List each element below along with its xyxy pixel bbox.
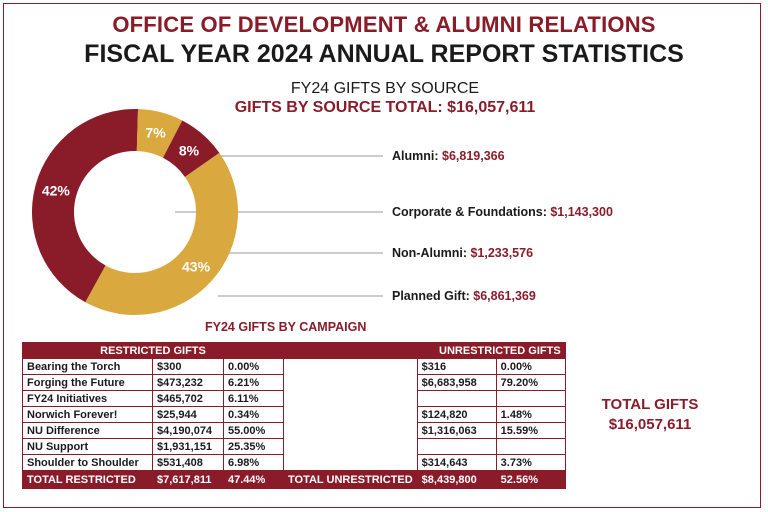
total-unrestricted-label: TOTAL UNRESTRICTED bbox=[283, 470, 418, 489]
donut-slice bbox=[85, 152, 239, 315]
campaign-name: NU Difference bbox=[22, 422, 153, 439]
restricted-amount: $4,190,074 bbox=[152, 422, 224, 439]
table-row: NU Difference $4,190,074 55.00% $1,316,063 1… bbox=[22, 422, 566, 439]
page-border bbox=[3, 3, 761, 508]
total-restricted-pct: 47.44% bbox=[223, 470, 284, 489]
slice-name: Alumni: bbox=[392, 149, 439, 163]
total-unrestricted-amount: $8,439,800 bbox=[416, 470, 497, 489]
unrestricted-pct: 0.00% bbox=[495, 358, 566, 375]
table-row: Forging the Future $473,232 6.21% $6,683,95… bbox=[22, 374, 566, 391]
chart-title: FY24 GIFTS BY SOURCE bbox=[290, 80, 480, 97]
campaign-table: RESTRICTED GIFTS UNRESTRICTED GIFTS Bear… bbox=[22, 342, 566, 489]
slice-percent-label: 7% bbox=[145, 125, 166, 141]
unrestricted-amount: $6,683,958 bbox=[416, 374, 497, 391]
spacer-cell bbox=[283, 438, 418, 455]
restricted-pct: 6.11% bbox=[223, 390, 284, 407]
slice-value: $1,233,576 bbox=[470, 246, 534, 260]
slice-label-non-alumni: Non-Alumni: $1,233,576 bbox=[392, 246, 533, 260]
restricted-amount: $1,931,151 bbox=[152, 438, 224, 455]
slice-value: $6,861,369 bbox=[473, 289, 536, 303]
slice-percent-label: 43% bbox=[182, 259, 211, 275]
table-row: Shoulder to Shoulder $531,408 6.98% $314,64… bbox=[22, 454, 566, 471]
unrestricted-amount: $314,643 bbox=[416, 454, 497, 471]
campaign-name: Forging the Future bbox=[22, 374, 153, 391]
donut-slice bbox=[136, 109, 183, 158]
donut-slice bbox=[162, 120, 220, 177]
restricted-amount: $531,408 bbox=[152, 454, 224, 471]
spacer-cell bbox=[283, 406, 418, 423]
office-title: OFFICE OF DEVELOPMENT & ALUMNI RELATIONS bbox=[112, 12, 656, 37]
chart-subtitle: GIFTS BY SOURCE TOTAL: $16,057,611 bbox=[234, 99, 536, 116]
total-gifts-label: TOTAL GIFTS bbox=[601, 396, 699, 413]
unrestricted-amount bbox=[416, 438, 497, 455]
table-row: FY24 Initiatives $465,702 6.11% bbox=[22, 390, 566, 407]
restricted-amount: $300 bbox=[152, 358, 224, 375]
table-row: Bearing the Torch $300 0.00% $316 0.00% bbox=[22, 358, 566, 375]
restricted-amount: $25,944 bbox=[152, 406, 224, 423]
table-row: NU Support $1,931,151 25.35% bbox=[22, 438, 566, 455]
unrestricted-amount: $1,316,063 bbox=[416, 422, 497, 439]
unrestricted-pct: 15.59% bbox=[495, 422, 566, 439]
total-restricted-amount: $7,617,811 bbox=[152, 470, 224, 489]
slice-percent-label: 8% bbox=[179, 142, 200, 158]
spacer-cell bbox=[283, 390, 418, 407]
slice-label-planned: Planned Gift: $6,861,369 bbox=[392, 289, 536, 303]
restricted-pct: 6.21% bbox=[223, 374, 284, 391]
unrestricted-amount: $124,820 bbox=[416, 406, 497, 423]
slice-percent-label: 42% bbox=[42, 182, 71, 198]
restricted-header: RESTRICTED GIFTS bbox=[22, 342, 284, 359]
slice-name: Planned Gift: bbox=[392, 289, 470, 303]
campaign-title: FY24 GIFTS BY CAMPAIGN bbox=[205, 320, 367, 334]
campaign-name: Norwich Forever! bbox=[22, 406, 153, 423]
campaign-name: Bearing the Torch bbox=[22, 358, 153, 375]
unrestricted-amount: $316 bbox=[416, 358, 497, 375]
restricted-amount: $465,702 bbox=[152, 390, 224, 407]
spacer-cell bbox=[283, 454, 418, 471]
campaign-name: FY24 Initiatives bbox=[22, 390, 153, 407]
restricted-pct: 6.98% bbox=[223, 454, 284, 471]
slice-label-alumni: Alumni: $6,819,366 bbox=[392, 149, 505, 163]
table-header-row: RESTRICTED GIFTS UNRESTRICTED GIFTS bbox=[22, 342, 566, 359]
total-unrestricted-pct: 52.56% bbox=[495, 470, 566, 489]
slice-name: Corporate & Foundations: bbox=[392, 205, 547, 219]
slice-value: $6,819,366 bbox=[442, 149, 505, 163]
unrestricted-pct: 79.20% bbox=[495, 374, 566, 391]
restricted-pct: 0.34% bbox=[223, 406, 284, 423]
donut-chart: 42% 7% 8% 43% bbox=[31, 109, 383, 315]
report-title: FISCAL YEAR 2024 ANNUAL REPORT STATISTIC… bbox=[84, 40, 684, 68]
table-row: Norwich Forever! $25,944 0.34% $124,820 1.48… bbox=[22, 406, 566, 423]
slice-name: Non-Alumni: bbox=[392, 246, 467, 260]
spacer-cell bbox=[283, 374, 418, 391]
restricted-pct: 0.00% bbox=[223, 358, 284, 375]
total-gifts-value: $16,057,611 bbox=[608, 416, 692, 433]
slice-label-corporate: Corporate & Foundations: $1,143,300 bbox=[392, 205, 613, 219]
totals-row: TOTAL RESTRICTED $7,617,811 47.44% TOTAL… bbox=[22, 470, 566, 489]
restricted-pct: 25.35% bbox=[223, 438, 284, 455]
unrestricted-amount bbox=[416, 390, 497, 407]
unrestricted-pct bbox=[495, 390, 566, 407]
unrestricted-header: UNRESTRICTED GIFTS bbox=[283, 342, 566, 359]
unrestricted-pct: 1.48% bbox=[495, 406, 566, 423]
campaign-name: Shoulder to Shoulder bbox=[22, 454, 153, 471]
spacer-cell bbox=[283, 358, 418, 375]
total-restricted-label: TOTAL RESTRICTED bbox=[22, 470, 153, 489]
donut-slice bbox=[31, 109, 139, 303]
slice-value: $1,143,300 bbox=[550, 205, 613, 219]
campaign-name: NU Support bbox=[22, 438, 153, 455]
restricted-pct: 55.00% bbox=[223, 422, 284, 439]
restricted-amount: $473,232 bbox=[152, 374, 224, 391]
unrestricted-pct: 3.73% bbox=[495, 454, 566, 471]
spacer-cell bbox=[283, 422, 418, 439]
unrestricted-pct bbox=[495, 438, 566, 455]
